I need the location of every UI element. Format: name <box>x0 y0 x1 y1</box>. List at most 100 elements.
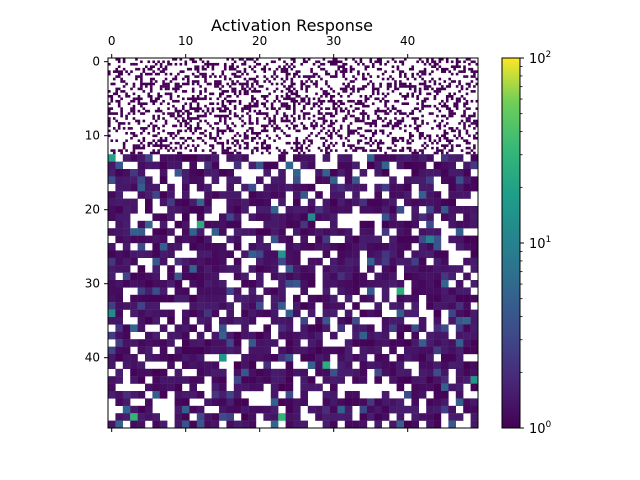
heatmap-speckle <box>391 104 395 108</box>
heatmap-cell <box>159 65 168 73</box>
heatmap-cell <box>330 141 338 147</box>
heatmap-speckle <box>211 67 215 71</box>
heatmap-cell <box>431 146 434 150</box>
heatmap-speckle <box>263 117 267 120</box>
heatmap-cell <box>315 413 323 421</box>
heatmap-cell <box>256 346 264 355</box>
heatmap-speckle <box>302 99 306 103</box>
heatmap-speckle <box>342 117 345 120</box>
heatmap-speckle <box>201 67 205 71</box>
heatmap-speckle <box>384 104 387 108</box>
heatmap-cell <box>152 132 160 138</box>
heatmap-cell <box>381 183 390 192</box>
heatmap-cell <box>396 117 405 125</box>
heatmap-cell <box>204 280 212 288</box>
heatmap-speckle <box>191 95 195 98</box>
heatmap-cell <box>219 80 225 88</box>
heatmap-cell <box>241 354 249 362</box>
heatmap-cell <box>322 294 331 303</box>
heatmap-speckle <box>285 119 289 123</box>
heatmap-cell <box>396 287 405 295</box>
heatmap-speckle <box>371 65 375 69</box>
heatmap-speckle <box>312 102 316 106</box>
heatmap-cell <box>256 383 264 392</box>
heatmap-speckle <box>221 72 225 76</box>
heatmap-speckle <box>379 58 382 61</box>
heatmap-cell <box>263 361 271 369</box>
heatmap-speckle <box>347 132 350 135</box>
heatmap-speckle <box>142 129 146 133</box>
heatmap-cell <box>473 132 479 140</box>
heatmap-cell <box>359 228 368 236</box>
heatmap-speckle <box>371 102 375 106</box>
heatmap-cell <box>433 102 442 110</box>
heatmap-speckle <box>374 87 378 91</box>
heatmap-speckle <box>260 141 264 145</box>
heatmap-speckle <box>149 141 153 145</box>
heatmap-speckle <box>293 58 296 61</box>
heatmap-cell <box>322 405 331 414</box>
heatmap-speckle <box>322 122 326 125</box>
heatmap-cell <box>448 383 456 392</box>
heatmap-speckle <box>223 65 227 69</box>
heatmap-speckle <box>226 149 230 152</box>
heatmap-cell <box>330 383 338 392</box>
heatmap-cell <box>426 280 434 288</box>
heatmap-speckle <box>394 136 397 140</box>
heatmap-cell <box>263 287 271 295</box>
heatmap-cell <box>108 250 116 258</box>
heatmap-cell <box>233 72 242 78</box>
heatmap-speckle <box>317 97 321 101</box>
heatmap-cell <box>344 361 353 369</box>
heatmap-speckle <box>127 95 131 98</box>
heatmap-speckle <box>423 62 427 66</box>
heatmap-speckle <box>246 85 249 88</box>
heatmap-cell <box>189 324 197 332</box>
heatmap-cell <box>441 146 449 155</box>
heatmap-cell <box>204 65 210 71</box>
heatmap-speckle <box>305 127 308 130</box>
heatmap-cell <box>330 272 338 281</box>
heatmap-cell <box>189 257 197 266</box>
heatmap-cell <box>300 154 308 162</box>
heatmap-speckle <box>241 87 244 91</box>
heatmap-cell <box>256 95 264 103</box>
heatmap-cell <box>455 280 464 288</box>
heatmap-speckle <box>302 107 306 110</box>
heatmap-cell <box>367 250 375 258</box>
heatmap-speckle <box>404 72 407 76</box>
heatmap-speckle <box>330 97 333 101</box>
heatmap-cell <box>130 324 138 332</box>
heatmap-speckle <box>275 95 279 98</box>
heatmap-cell <box>367 324 375 332</box>
heatmap-speckle <box>233 104 237 108</box>
heatmap-cell <box>404 191 412 199</box>
heatmap-speckle <box>330 134 333 138</box>
heatmap-cell <box>330 302 338 310</box>
heatmap-speckle <box>172 77 175 81</box>
heatmap-cell <box>413 124 419 133</box>
heatmap-cell <box>389 324 397 332</box>
heatmap-cell <box>270 250 279 258</box>
heatmap-cell <box>219 391 227 399</box>
heatmap-cell <box>344 104 353 110</box>
heatmap-speckle <box>423 99 427 103</box>
heatmap-cell <box>352 398 360 406</box>
heatmap-speckle <box>115 99 119 103</box>
heatmap-cell <box>354 102 360 110</box>
heatmap-cell <box>135 75 138 81</box>
heatmap-speckle <box>174 141 178 145</box>
heatmap-cell <box>241 413 249 421</box>
heatmap-cell <box>418 346 427 355</box>
heatmap-cell <box>455 176 464 184</box>
heatmap-speckle <box>465 117 469 120</box>
heatmap-cell <box>130 250 138 258</box>
heatmap-cell <box>300 243 308 251</box>
heatmap-cell <box>342 141 345 147</box>
heatmap-cell <box>404 376 412 384</box>
heatmap-cell <box>463 169 471 177</box>
heatmap-speckle <box>406 85 410 88</box>
heatmap-cell <box>293 272 301 281</box>
heatmap-cell <box>470 420 479 429</box>
heatmap-cell <box>285 398 294 406</box>
